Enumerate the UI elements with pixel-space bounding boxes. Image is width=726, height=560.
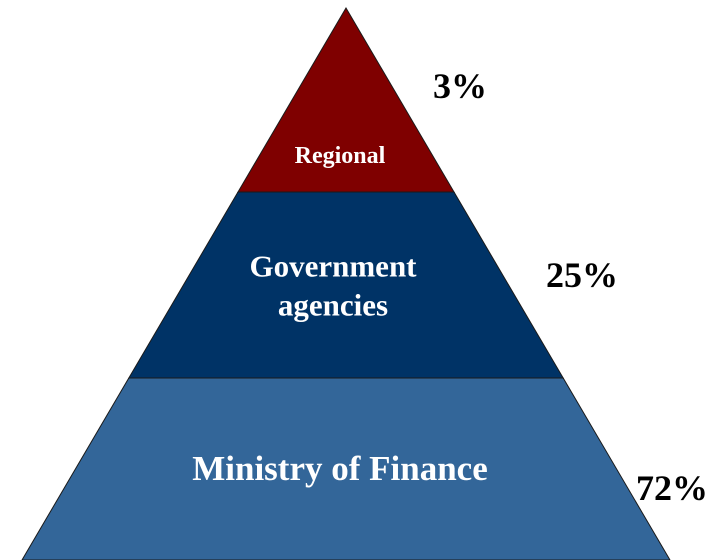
value-label: 3% bbox=[433, 66, 487, 106]
layer-label: Ministry of Finance bbox=[192, 449, 488, 489]
layer-label: Government agencies bbox=[249, 248, 417, 322]
layer-label: Regional bbox=[294, 143, 386, 169]
value-label: 25% bbox=[546, 255, 618, 295]
value-label: 72% bbox=[636, 468, 708, 508]
pyramid-layer bbox=[21, 377, 671, 560]
